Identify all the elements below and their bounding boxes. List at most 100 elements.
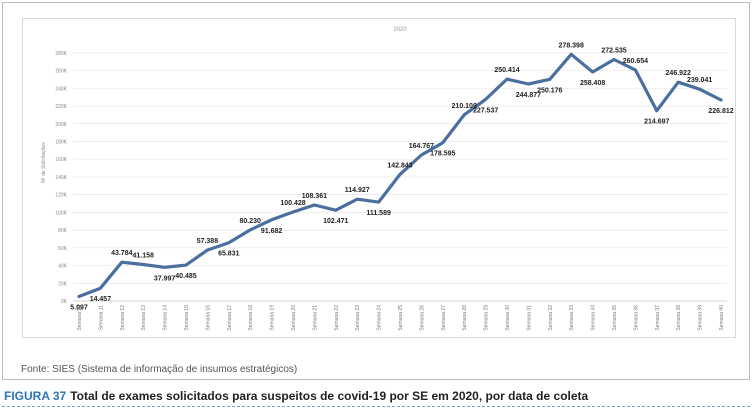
data-point xyxy=(591,70,594,74)
data-label: 258.408 xyxy=(580,80,605,87)
x-tick-label: Semana 27 xyxy=(441,305,447,331)
data-label: 214.697 xyxy=(644,119,669,126)
data-label: 41.158 xyxy=(132,253,154,260)
x-tick-label: Semana 18 xyxy=(248,305,254,331)
y-axis-label: Nº de Solicitações xyxy=(41,142,47,183)
data-point xyxy=(677,80,680,84)
source-note: Fonte: SIES (Sistema de informação de in… xyxy=(21,364,298,375)
x-tick-label: Semana 40 xyxy=(719,305,725,331)
y-tick-label: 0K xyxy=(61,299,68,305)
x-tick-label: Semana 21 xyxy=(312,305,318,331)
x-tick-label: Semana 31 xyxy=(526,305,532,331)
data-label: 5.097 xyxy=(70,304,88,311)
x-tick-label: Semana 13 xyxy=(141,305,147,331)
data-point xyxy=(163,266,166,269)
data-label: 57.388 xyxy=(197,238,219,245)
data-point xyxy=(484,98,487,101)
x-tick-label: Semana 15 xyxy=(184,305,190,331)
data-point xyxy=(655,109,658,112)
y-tick-label: 140K xyxy=(55,175,67,181)
x-tick-label: Semana 12 xyxy=(120,305,126,331)
y-tick-label: 60K xyxy=(58,246,68,252)
data-point xyxy=(527,82,530,86)
x-tick-label: Semana 33 xyxy=(569,305,575,331)
data-label: 142.843 xyxy=(387,162,412,169)
x-tick-label: Semana 23 xyxy=(355,305,361,331)
data-point xyxy=(634,68,637,72)
data-label: 250.176 xyxy=(537,87,562,94)
data-label: 260.654 xyxy=(623,58,648,65)
data-label: 43.784 xyxy=(111,250,133,257)
x-tick-label: Semana 19 xyxy=(270,305,276,331)
data-label: 40.485 xyxy=(175,273,197,280)
figure-caption: FIGURA 37 Total de exames solicitados par… xyxy=(4,389,750,403)
data-label: 210.109 xyxy=(452,103,477,110)
y-tick-label: 260K xyxy=(55,69,67,75)
data-label: 65.831 xyxy=(218,251,240,258)
y-tick-label: 20K xyxy=(58,281,68,287)
x-tick-label: Semana 24 xyxy=(377,305,383,331)
data-point xyxy=(441,141,444,144)
x-tick-label: Semana 25 xyxy=(398,305,404,331)
y-tick-label: 80K xyxy=(58,228,68,234)
data-point xyxy=(77,295,81,298)
data-label: 272.535 xyxy=(601,47,626,54)
data-label: 91.682 xyxy=(261,228,283,235)
x-tick-label: Semana 37 xyxy=(655,305,661,331)
data-label: 111.589 xyxy=(366,210,391,217)
data-point xyxy=(420,153,423,157)
data-point xyxy=(377,200,380,204)
y-tick-label: 180K xyxy=(55,139,67,145)
data-label: 278.398 xyxy=(559,42,584,49)
y-tick-label: 160K xyxy=(55,157,67,163)
x-tick-label: Semana 10 xyxy=(77,305,83,331)
data-label: 246.922 xyxy=(666,70,691,77)
data-label: 227.537 xyxy=(473,107,498,114)
data-point xyxy=(313,203,316,207)
y-tick-label: 120K xyxy=(55,193,67,199)
caption-text: Total de exames solicitados para suspeit… xyxy=(70,389,589,403)
data-point xyxy=(227,241,230,244)
figure-frame: 2020 0K 20K 40K 60K 80K 100K 120K 140K 160K 180K 20… xyxy=(2,2,750,380)
data-point xyxy=(570,53,573,56)
data-label: 239.041 xyxy=(687,77,712,84)
data-point xyxy=(334,208,337,212)
data-point xyxy=(142,263,145,266)
data-label: 100.428 xyxy=(280,200,305,207)
x-tick-label: Semana 29 xyxy=(484,305,490,331)
x-tick-label: Semana 16 xyxy=(205,305,211,331)
x-tick-label: Semana 32 xyxy=(548,305,554,331)
x-tick-label: Semana 34 xyxy=(591,305,597,331)
figure-label: FIGURA 37 xyxy=(4,389,67,403)
y-tick-label: 240K xyxy=(55,86,67,92)
data-label: 37.997 xyxy=(154,275,176,282)
data-label: 250.414 xyxy=(494,67,519,74)
y-tick-label: 280K xyxy=(55,51,67,57)
data-point xyxy=(719,98,723,102)
data-point xyxy=(120,260,124,264)
x-tick-label: Semana 20 xyxy=(291,305,297,331)
y-tick-label: 100K xyxy=(55,210,67,216)
x-tick-label: Semana 35 xyxy=(612,305,618,331)
data-point xyxy=(398,173,402,176)
x-tick-label: Semana 22 xyxy=(334,305,340,331)
data-label: 178.595 xyxy=(430,151,455,158)
data-point xyxy=(356,197,359,201)
x-tick-label: Semana 28 xyxy=(462,305,468,331)
data-point xyxy=(291,210,295,214)
data-point xyxy=(249,228,252,232)
data-point xyxy=(463,113,466,116)
x-tick-label: Semana 30 xyxy=(505,305,511,331)
caption-divider xyxy=(2,406,750,407)
x-tick-label: Semana 38 xyxy=(676,305,682,331)
x-tick-label: Semana 26 xyxy=(419,305,425,331)
y-tick-label: 220K xyxy=(55,104,67,110)
data-point xyxy=(505,77,509,81)
y-tick-label: 40K xyxy=(58,264,68,270)
data-label: 226.812 xyxy=(708,108,733,115)
chart-title: 2020 xyxy=(393,27,407,33)
data-label: 80.230 xyxy=(239,218,261,225)
x-tick-label: Semana 17 xyxy=(227,305,233,331)
x-tick-label: Semana 36 xyxy=(633,305,639,331)
data-point xyxy=(612,58,616,61)
